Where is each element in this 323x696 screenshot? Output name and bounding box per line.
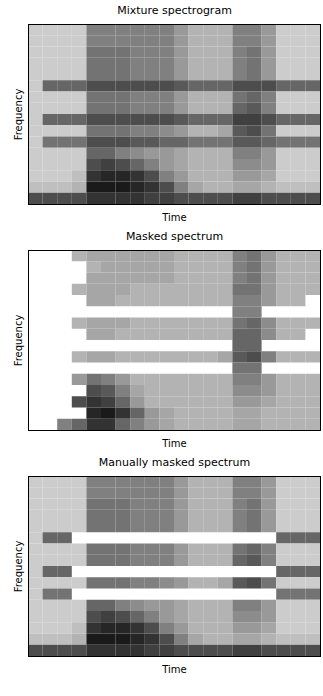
svg-text:Time: Time: [161, 438, 186, 449]
svg-text:Time: Time: [161, 212, 186, 223]
svg-text:Time: Time: [161, 664, 186, 675]
html-text:Manually masked spectrum: Manually masked spectrum: [98, 456, 251, 469]
svg-text:Frequency: Frequency: [13, 541, 24, 593]
svg-text:Frequency: Frequency: [13, 315, 24, 367]
html-text:Masked spectrum: Masked spectrum: [125, 230, 224, 243]
html-text:Mixture spectrogram: Mixture spectrogram: [117, 4, 232, 17]
svg-text:Frequency: Frequency: [13, 89, 24, 141]
